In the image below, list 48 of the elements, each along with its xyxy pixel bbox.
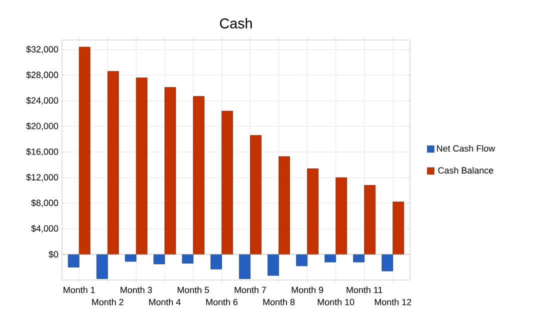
bar bbox=[222, 110, 233, 255]
legend-label: Cash Balance bbox=[438, 166, 494, 174]
bar bbox=[182, 254, 194, 264]
x-tick-label: Month 1 bbox=[64, 286, 95, 294]
x-tick-label: Month 9 bbox=[292, 286, 324, 294]
x-tick-label: Month 3 bbox=[120, 286, 152, 294]
bar bbox=[364, 185, 376, 255]
bar bbox=[278, 156, 290, 255]
bar bbox=[324, 254, 336, 262]
y-tick-label: $24,000 bbox=[26, 96, 58, 105]
bar bbox=[124, 254, 136, 262]
bar bbox=[68, 254, 80, 268]
bar bbox=[210, 254, 222, 270]
bar bbox=[96, 254, 108, 279]
x-tick-label: Month 8 bbox=[263, 298, 295, 306]
y-tick-label: $28,000 bbox=[26, 71, 58, 80]
y-tick-label: $0 bbox=[48, 250, 58, 258]
bar bbox=[392, 202, 404, 255]
y-tick-label: $4,000 bbox=[31, 224, 58, 233]
x-tick-label: Month 11 bbox=[346, 286, 382, 294]
y-tick-label: $12,000 bbox=[26, 174, 58, 182]
x-tick-label: Month 7 bbox=[234, 286, 266, 294]
y-tick-label: $20,000 bbox=[26, 122, 58, 130]
bar bbox=[336, 177, 348, 255]
bar bbox=[353, 254, 365, 262]
legend-label: Net Cash Flow bbox=[437, 145, 496, 152]
x-tick-label: Month 2 bbox=[92, 298, 124, 306]
bar bbox=[268, 254, 279, 276]
bar bbox=[250, 135, 262, 255]
x-tick-label: Month 10 bbox=[318, 298, 354, 306]
bar bbox=[193, 96, 204, 255]
y-tick-label: $16,000 bbox=[26, 148, 58, 156]
bar bbox=[307, 168, 319, 255]
bar bbox=[382, 254, 394, 272]
bar bbox=[107, 71, 119, 255]
bar bbox=[296, 254, 308, 266]
bar bbox=[164, 87, 176, 255]
y-tick-label: $8,000 bbox=[31, 199, 58, 208]
x-tick-label: Month 4 bbox=[149, 298, 181, 306]
x-tick-label: Month 12 bbox=[374, 298, 412, 306]
bar bbox=[136, 78, 148, 255]
y-tick-label: $32,000 bbox=[26, 46, 58, 54]
x-tick-label: Month 5 bbox=[178, 286, 210, 294]
bar bbox=[153, 254, 165, 264]
bar bbox=[239, 254, 250, 279]
bar bbox=[78, 46, 90, 255]
chart-title: Cash bbox=[220, 18, 252, 28]
x-tick-label: Month 6 bbox=[206, 298, 238, 306]
